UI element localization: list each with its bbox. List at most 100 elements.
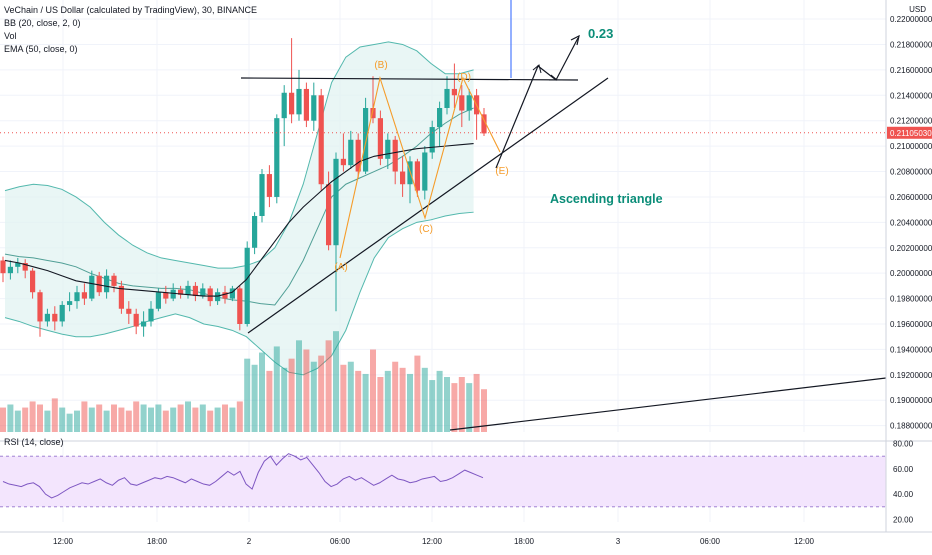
volume-bar [236, 401, 243, 432]
volume-bar [66, 413, 73, 432]
wave-label: (B) [374, 60, 387, 71]
candle-body [118, 285, 124, 309]
price-tick-label: 0.19000000 [890, 396, 932, 405]
annotations: (A) (B) (C) (D) (E) 0.23 Ascending triangle [0, 0, 887, 431]
time-tick-label: 12:00 [794, 537, 815, 546]
candle-body [370, 108, 376, 119]
candle-body [126, 308, 132, 314]
volume-bar [133, 401, 140, 432]
volume-bar [407, 373, 413, 432]
volume-bar [199, 404, 206, 432]
rsi-band [0, 456, 886, 507]
price-tick-label: 0.22000000 [890, 15, 932, 24]
time-tick-label: 06:00 [700, 537, 721, 546]
candle-body [0, 260, 6, 274]
volume-bar [421, 367, 428, 432]
rsi-legend: RSI (14, close) [4, 437, 64, 447]
candle-body [141, 321, 147, 327]
bb-legend: BB (20, close, 2, 0) [4, 18, 81, 28]
time-tick-label: 18:00 [147, 537, 168, 546]
wave-label: (A) [334, 262, 347, 273]
volume-bar [229, 407, 236, 432]
volume-bar [355, 370, 362, 432]
candle-body [318, 95, 324, 185]
rsi-pane [0, 440, 932, 508]
rsi-tick-label: 80.00 [893, 440, 914, 449]
time-tick-label: 3 [616, 537, 621, 546]
volume-bar [207, 410, 214, 432]
volume-bar [399, 367, 406, 432]
candle-body [207, 288, 213, 302]
volume-bar [481, 389, 487, 432]
volume-bar [429, 380, 436, 432]
vol-legend: Vol [4, 31, 17, 41]
volume-bar [310, 361, 317, 432]
candle-body [326, 184, 332, 246]
candle-body [451, 88, 457, 96]
candle-body [459, 95, 465, 111]
volume-bar [118, 407, 125, 432]
candle-body [52, 313, 58, 322]
volume-bar [451, 383, 458, 432]
volume-bar [155, 404, 162, 432]
volume-bar [177, 404, 184, 432]
candle-body [244, 247, 250, 324]
indicator-legend: VeChain / US Dollar (calculated by Tradi… [4, 4, 257, 56]
volume-bar [273, 346, 280, 432]
volume-bar [170, 407, 177, 432]
rsi-tick-label: 60.00 [893, 465, 914, 474]
volume-bar [185, 401, 191, 432]
candle-body [340, 158, 346, 166]
projection-arrow-right [549, 74, 559, 81]
candle-body [44, 313, 50, 322]
candle-body [185, 285, 191, 295]
candles [0, 38, 487, 337]
volume-bar [340, 364, 347, 432]
volume-bar [370, 349, 376, 432]
candle-body [200, 288, 206, 297]
time-tick-label: 12:00 [422, 537, 443, 546]
volume-bar [162, 410, 169, 432]
candle-body [96, 275, 102, 293]
volume-bar [51, 398, 58, 432]
candle-body [296, 88, 302, 115]
candle-body [437, 108, 443, 128]
volume-bar [140, 404, 147, 432]
volume-bar [0, 407, 6, 432]
candle-body [89, 275, 95, 299]
rsi-tick-label: 40.00 [893, 490, 914, 499]
price-tick-label: 0.20200000 [890, 244, 932, 253]
volume-bar [266, 370, 273, 432]
candle-body [392, 139, 398, 172]
candle-body [444, 88, 450, 108]
price-tick-label: 0.19200000 [890, 371, 932, 380]
candle-body [414, 161, 420, 191]
wave-label: (D) [457, 72, 471, 83]
price-tick-label: 0.21800000 [890, 40, 932, 49]
candle-body [333, 158, 339, 246]
volume-bar [458, 377, 465, 432]
volume-bar [392, 361, 399, 432]
volume-bar [281, 367, 288, 432]
volume-bar [318, 355, 325, 432]
symbol-title: VeChain / US Dollar (calculated by Tradi… [4, 5, 257, 15]
volume-bar [29, 401, 36, 432]
candle-body [111, 275, 117, 286]
price-tick-label: 0.19400000 [890, 345, 932, 354]
candle-body [155, 292, 161, 309]
volume-bar [244, 358, 251, 432]
candle-body [466, 95, 472, 111]
volume-bar [444, 377, 450, 432]
lower-trendline [449, 377, 887, 431]
last-price-label: 0.21105030 [890, 129, 932, 138]
volume-bar [103, 410, 110, 432]
bb-upper-line [4, 41, 474, 269]
price-tick-label: 0.21600000 [890, 66, 932, 75]
volume-bar [333, 331, 339, 432]
volume-bar [37, 404, 43, 432]
volume-bar [377, 377, 384, 432]
time-tick-label: 2 [247, 537, 252, 546]
